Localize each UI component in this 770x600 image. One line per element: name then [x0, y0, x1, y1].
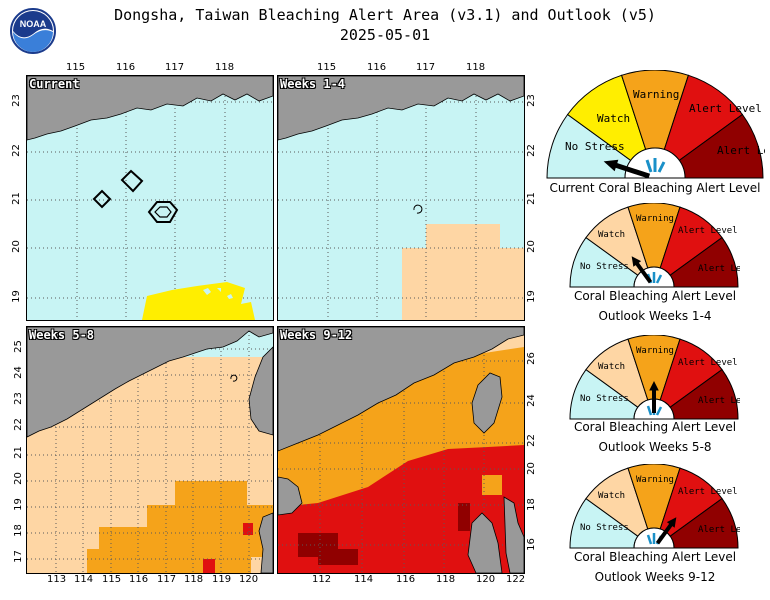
tick-p1-left: 22: [10, 144, 22, 157]
tick-p4-right: 18: [525, 498, 537, 511]
gauge-9-12-label-warning: Warning: [636, 475, 674, 485]
gauge-5-8-label-watch: Watch: [598, 362, 625, 372]
gauge-9-12-caption1: Coral Bleaching Alert Level: [573, 550, 737, 564]
gauge-outlook-5-8: No Stress Watch Warning Alert Level 1 Al…: [569, 335, 740, 420]
gauge-needle-tip: [631, 256, 642, 267]
tick-p3-left: 22: [12, 418, 24, 431]
gauge-outlook-1-4: No Stress Watch Warning Alert Level 1 Al…: [569, 203, 740, 288]
map-weeks-1-4: Weeks 1-4: [277, 75, 525, 321]
panel-label-weeks-9-12: Weeks 9-12: [280, 328, 353, 342]
tick-p1-left: 23: [10, 94, 22, 107]
gauge-1-4-label-alert2: Alert Level 2: [698, 264, 740, 274]
gauge-1-4-label-warning: Warning: [636, 214, 674, 224]
tick-p4-bottom: 114: [354, 574, 374, 585]
svg-text:NOAA: NOAA: [20, 19, 47, 29]
page-date: 2025-05-01: [339, 26, 431, 44]
page-title: Dongsha, Taiwan Bleaching Alert Area (v3…: [114, 6, 656, 24]
gauge-1-4-caption1: Coral Bleaching Alert Level: [573, 289, 737, 303]
gauge-9-12-label-alert1: Alert Level 1: [678, 487, 740, 497]
panel-label-weeks-5-8: Weeks 5-8: [29, 328, 95, 342]
tick-p4-right: 22: [525, 434, 537, 447]
tick-p1-top: 118: [215, 62, 235, 73]
gauge-1-4-label-alert1: Alert Level 1: [678, 226, 740, 236]
tick-p3-left: 23: [12, 392, 24, 405]
gauge-needle: [634, 261, 653, 284]
map-weeks-9-12: Weeks 9-12: [277, 326, 525, 574]
tick-p4-bottom: 122: [506, 574, 526, 585]
gauge-current-caption: Current Coral Bleaching Alert Level: [549, 181, 761, 195]
tick-p1-left: 21: [10, 192, 22, 205]
gauge-needle: [655, 522, 674, 545]
tick-p4-right: 26: [525, 352, 537, 365]
gauge-needle-tip: [666, 517, 677, 528]
tick-p2-top: 118: [466, 62, 486, 73]
gauge-9-12-caption2: Outlook Weeks 9-12: [594, 570, 716, 584]
gauge-9-12-label-watch: Watch: [598, 491, 625, 501]
tick-p3-left: 25: [12, 340, 24, 353]
gauge-needle-tip: [603, 159, 619, 172]
gauge-9-12-label-alert2: Alert Level 2: [698, 525, 740, 535]
tick-p2-top: 116: [367, 62, 387, 73]
gauge-5-8-caption2: Outlook Weeks 5-8: [598, 440, 712, 454]
tick-p3-bottom: 116: [129, 574, 149, 585]
gauge-outlook-9-12: No Stress Watch Warning Alert Level 1 Al…: [569, 464, 740, 549]
tick-p4-right: 24: [525, 394, 537, 407]
tick-p2-top: 115: [317, 62, 337, 73]
tick-p3-left: 17: [12, 550, 24, 563]
gauge-5-8-label-alert1: Alert Level 1: [678, 358, 740, 368]
map-weeks-5-8: Weeks 5-8: [26, 326, 274, 574]
gauge-current-label-no-stress: No Stress: [565, 140, 625, 153]
tick-p4-bottom: 120: [476, 574, 496, 585]
gauge-1-4-label-no-stress: No Stress: [580, 262, 629, 272]
tick-p4-bottom: 116: [396, 574, 416, 585]
panel-label-weeks-1-4: Weeks 1-4: [280, 77, 346, 91]
tick-p3-bottom: 118: [184, 574, 204, 585]
tick-p3-left: 18: [12, 524, 24, 537]
tick-p3-left: 24: [12, 366, 24, 379]
tick-p3-bottom: 114: [74, 574, 94, 585]
tick-p4-right: 20: [525, 462, 537, 475]
gauge-needle-tip: [649, 381, 659, 391]
tick-p3-bottom: 117: [157, 574, 177, 585]
tick-p3-bottom: 113: [47, 574, 67, 585]
gauge-current: No Stress Watch Warning Alert Level 1 Al…: [546, 70, 765, 179]
tick-p1-top: 115: [66, 62, 86, 73]
gauge-current-label-watch: Watch: [597, 112, 630, 125]
tick-p3-bottom: 120: [239, 574, 259, 585]
tick-p1-left: 20: [10, 240, 22, 253]
tick-p3-left: 21: [12, 446, 24, 459]
gauge-1-4-caption2: Outlook Weeks 1-4: [598, 309, 712, 323]
gauge-current-label-alert1: Alert Level 1: [689, 102, 765, 115]
tick-p3-bottom: 115: [102, 574, 122, 585]
gauge-5-8-label-no-stress: No Stress: [580, 394, 629, 404]
tick-p4-right: 16: [525, 538, 537, 551]
tick-p3-left: 19: [12, 498, 24, 511]
tick-p1-left: 19: [10, 290, 22, 303]
tick-p2-right: 22: [525, 144, 537, 157]
tick-p2-right: 21: [525, 192, 537, 205]
tick-p1-top: 116: [116, 62, 136, 73]
gauge-current-label-warning: Warning: [633, 88, 679, 101]
gauge-9-12-label-no-stress: No Stress: [580, 523, 629, 533]
gauge-needle: [613, 162, 651, 179]
gauge-5-8-label-warning: Warning: [636, 346, 674, 356]
tick-p2-right: 19: [525, 290, 537, 303]
tick-p2-top: 117: [416, 62, 436, 73]
tick-p3-bottom: 119: [212, 574, 232, 585]
panel-label-current: Current: [29, 77, 80, 91]
gauge-5-8-label-alert2: Alert Level 2: [698, 396, 740, 406]
gauge-1-4-label-watch: Watch: [598, 230, 625, 240]
gauge-current-label-alert2: Alert Level 2: [717, 144, 765, 157]
noaa-logo: NOAA: [10, 8, 56, 54]
gauge-5-8-caption1: Coral Bleaching Alert Level: [573, 420, 737, 434]
map-current: Current: [26, 75, 274, 321]
tick-p3-left: 20: [12, 472, 24, 485]
tick-p4-bottom: 118: [436, 574, 456, 585]
tick-p4-bottom: 112: [312, 574, 332, 585]
tick-p2-right: 23: [525, 94, 537, 107]
tick-p1-top: 117: [165, 62, 185, 73]
tick-p2-right: 20: [525, 240, 537, 253]
